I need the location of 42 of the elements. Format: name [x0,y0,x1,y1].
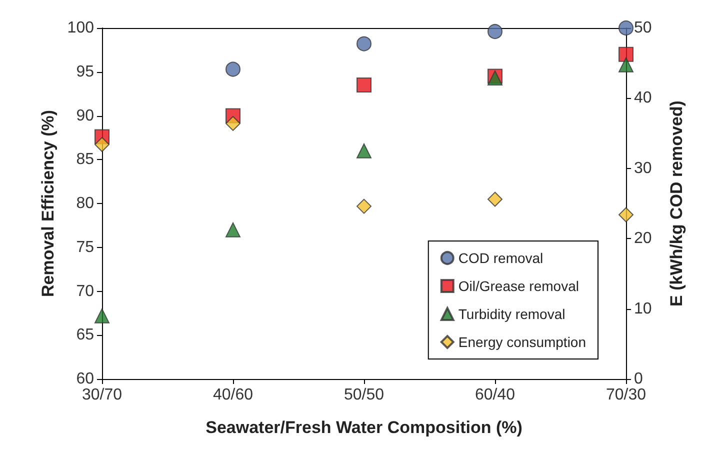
x-tick-label: 30/70 [82,386,122,404]
legend-label: Turbidity removal [458,306,566,322]
legend-label: COD removal [458,250,544,266]
y2-tick-label: 20 [634,230,652,248]
point [356,78,372,93]
y2-axis-title: E (kWh/kg COD removed) [667,100,686,306]
y2-tick-label: 0 [634,370,643,388]
point [618,57,634,72]
point [226,62,240,77]
point [618,20,634,36]
y-tick-label: 85 [76,151,94,168]
y-tick-label: 65 [76,326,94,344]
point [618,207,634,222]
legend-label: Oil/Grease removal [458,278,579,294]
y-axis-title: Removal Efficiency (%) [38,110,58,298]
y-tick-label: 70 [76,282,94,300]
legend-label: Energy consumption [458,334,586,350]
point [618,46,634,62]
x-tick-label: 50/50 [344,386,384,404]
x-tick-label: 60/40 [474,386,516,404]
y2-tick-label: 40 [634,90,652,107]
y-tick-label: 80 [76,195,94,212]
point [356,143,372,158]
point [94,137,110,152]
point [488,24,502,40]
x-axis-title: Seawater/Fresh Water Composition (%) [206,418,522,437]
point [226,116,240,131]
y-tick-label: 95 [76,63,94,80]
y2-tick-label: 10 [634,300,652,318]
point [356,36,372,52]
y-tick-label: 60 [76,370,94,388]
x-tick-label: 40/60 [212,386,254,404]
y2-tick-label: 30 [634,160,652,177]
y-tick-label: 90 [76,107,94,124]
y2-tick-label: 50 [634,20,652,36]
y-tick-label: 75 [76,238,94,256]
point [226,222,240,238]
x-tick-label: 70/30 [606,386,646,404]
point [488,192,502,207]
point [94,308,110,324]
point [356,198,372,214]
y-tick-label: 100 [67,20,94,36]
